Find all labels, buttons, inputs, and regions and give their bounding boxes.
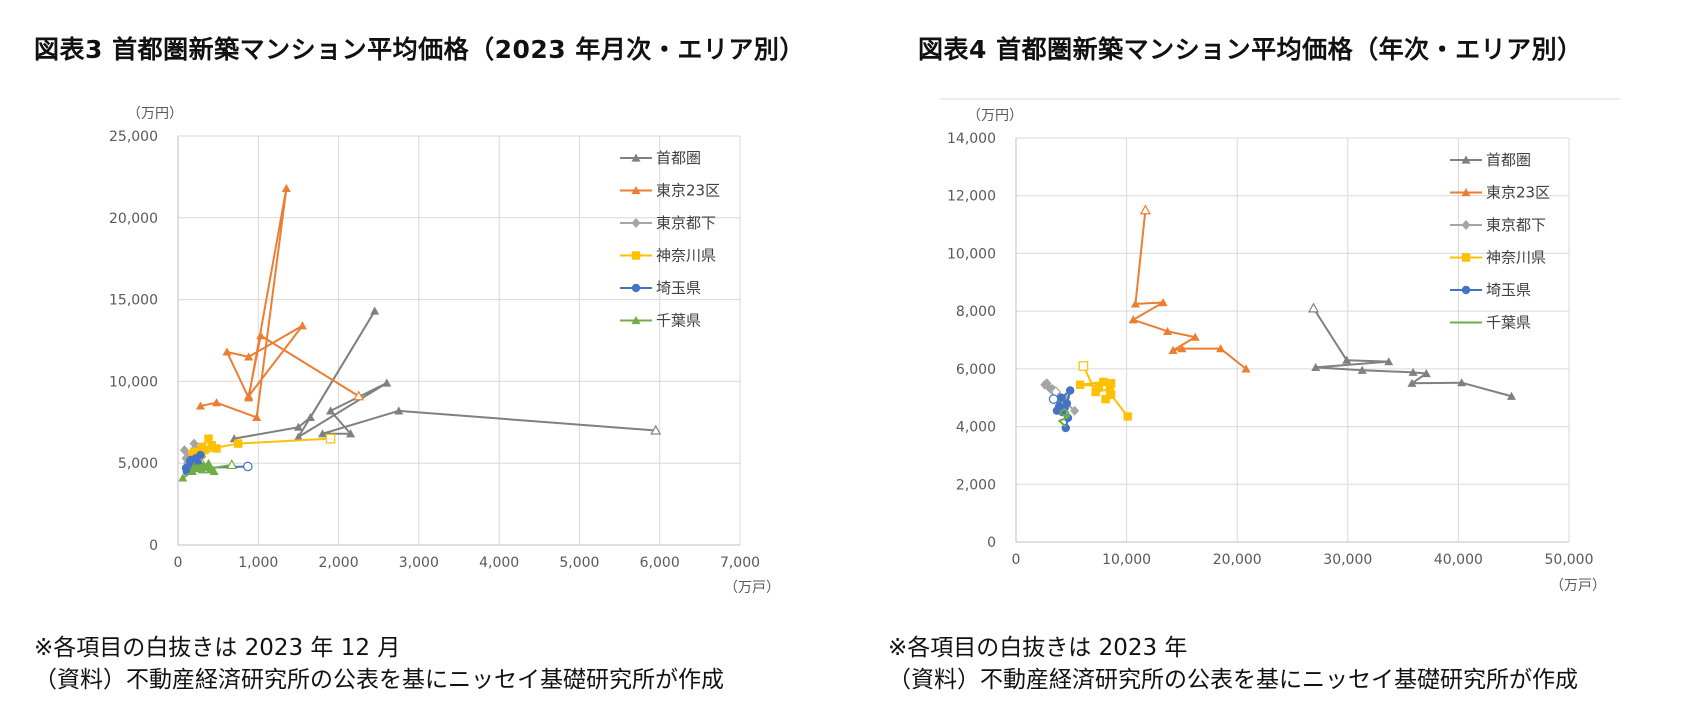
y-tick-label: 0 — [149, 538, 158, 554]
x-tick-label: 2,000 — [319, 555, 359, 571]
data-point — [318, 429, 328, 438]
series-6 — [178, 458, 238, 482]
x-tick-label: 0 — [174, 555, 183, 571]
data-point — [179, 445, 189, 456]
y-tick-label: 5,000 — [118, 456, 158, 472]
legend-marker — [631, 186, 641, 195]
data-point — [252, 412, 262, 421]
data-point — [200, 445, 209, 455]
figure-4-title: 図表4 首都圏新築マンション平均価格（年次・エリア別） — [918, 35, 1583, 64]
x-axis-label: （万戸） — [724, 580, 780, 596]
legend-item: 首都圏 — [620, 149, 701, 167]
data-point — [244, 391, 254, 400]
data-point — [293, 422, 303, 431]
x-tick-label: 4,000 — [479, 555, 519, 571]
data-point — [297, 321, 307, 330]
legend-marker — [631, 283, 641, 293]
figure-3-note: ※各項目の白抜きは 2023 年 12 月 — [34, 635, 401, 661]
legend-label: 埼玉県 — [656, 279, 701, 297]
data-point — [650, 424, 662, 435]
legend-label: 千葉県 — [656, 312, 701, 330]
data-point — [187, 466, 197, 475]
grid — [177, 135, 741, 546]
legend-label: 首都圏 — [656, 149, 701, 167]
series-line — [234, 310, 656, 440]
x-tick-label: 7,000 — [720, 555, 760, 571]
legend-item: 東京都下 — [620, 214, 716, 232]
legend-item: 千葉県 — [620, 312, 701, 330]
legend-label: 東京都下 — [656, 214, 716, 232]
data-point — [326, 406, 336, 415]
x-tick-label: 3,000 — [399, 555, 439, 571]
y-tick-label: 25,000 — [109, 129, 158, 145]
data-point — [346, 429, 356, 438]
data-point — [195, 401, 205, 410]
data-point — [370, 306, 380, 315]
series-1 — [229, 306, 662, 443]
data-point — [293, 432, 303, 441]
series-4 — [188, 433, 336, 461]
data-point — [178, 473, 188, 482]
figure-3-title: 図表3 首都圏新築マンション平均価格（2023 年月次・エリア別） — [34, 35, 805, 64]
data-point — [196, 450, 205, 460]
x-tick-label: 5,000 — [559, 555, 599, 571]
legend-item: 神奈川県 — [620, 247, 716, 265]
data-point — [212, 444, 221, 453]
y-tick-label: 20,000 — [109, 211, 158, 227]
series-2 — [195, 183, 365, 421]
data-point — [207, 441, 216, 450]
series-line — [200, 187, 360, 419]
legend-marker — [631, 218, 641, 228]
data-point — [394, 406, 404, 415]
legend-item: 埼玉県 — [620, 279, 701, 297]
figure-4-source: （資料）不動産経済研究所の公表を基にニッセイ基礎研究所が作成 — [888, 667, 1578, 693]
legend-marker — [631, 251, 641, 260]
data-point — [197, 465, 207, 474]
legend-label: 神奈川県 — [656, 247, 716, 265]
legend-marker — [631, 153, 641, 162]
y-axis-label: （万円） — [127, 106, 183, 122]
data-point — [226, 459, 238, 470]
x-tick-label: 6,000 — [640, 555, 680, 571]
y-tick-label: 15,000 — [109, 293, 158, 309]
data-point — [281, 183, 291, 192]
data-point — [205, 465, 215, 474]
data-point — [204, 458, 214, 467]
data-point — [382, 378, 392, 387]
figure-3-source: （資料）不動産経済研究所の公表を基にニッセイ基礎研究所が作成 — [34, 667, 724, 693]
y-tick-label: 10,000 — [109, 374, 158, 390]
legend-label: 東京23区 — [656, 182, 720, 200]
data-point — [189, 461, 199, 471]
data-point — [222, 347, 232, 356]
data-point — [244, 352, 254, 361]
data-point — [305, 412, 315, 421]
data-point — [204, 434, 213, 443]
data-point — [186, 455, 196, 465]
data-point — [189, 447, 199, 456]
data-point — [243, 461, 253, 472]
x-tick-label: 1,000 — [238, 555, 278, 571]
legend-item: 東京23区 — [620, 182, 720, 200]
data-point — [325, 433, 336, 444]
figure-4-note: ※各項目の白抜きは 2023 年 — [888, 635, 1188, 661]
data-point — [353, 390, 365, 401]
legend-marker — [631, 316, 641, 325]
data-point — [256, 331, 266, 340]
data-point — [234, 439, 243, 448]
data-point — [212, 398, 222, 407]
